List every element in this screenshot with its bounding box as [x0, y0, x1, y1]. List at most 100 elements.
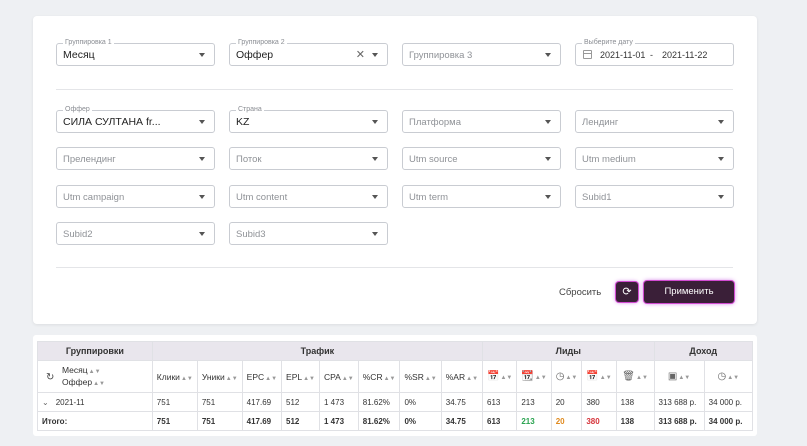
sort-icon: ▲▼ [341, 375, 354, 382]
subid2-select[interactable]: Subid2 [56, 222, 215, 245]
offer-select[interactable]: Оффер СИЛА СУЛТАНА fr... [56, 106, 215, 133]
total-leads-rejected: 380 [581, 411, 617, 431]
country-select[interactable]: Страна KZ [229, 106, 388, 133]
chevron-down-icon [545, 120, 551, 124]
refresh-button[interactable]: ⟳ [616, 282, 638, 302]
date-range-picker[interactable]: Выберите дату 2021-11-01 - 2021-11-22 [575, 39, 734, 66]
subid1-select[interactable]: Subid1 [575, 185, 734, 208]
grouping3-select[interactable]: Группировка 3 [402, 43, 561, 66]
prelanding-placeholder: Прелендинг [63, 154, 116, 165]
row-label-cell[interactable]: ⌄ 2021-11 [37, 392, 153, 412]
clear-icon[interactable]: ✕ [355, 49, 365, 61]
filters-panel: Группировка 1 Месяц Группировка 2 Оффер … [33, 16, 757, 324]
col-income-hold[interactable]: ◷▲▼ [703, 360, 754, 393]
calendar-all-icon: 📅 [487, 371, 500, 382]
col-uniques[interactable]: Уники▲▼ [196, 360, 243, 393]
date-label: Выберите дату [582, 39, 635, 47]
col-cpa[interactable]: CPA▲▼ [319, 360, 359, 393]
report-table-container: Группировки Трафик Лиды Доход ↻ Месяц▲▼ … [33, 335, 757, 436]
calendar-check-icon: 📆 [521, 371, 534, 382]
col-month[interactable]: Месяц [62, 364, 88, 375]
divider [56, 267, 733, 268]
platform-select[interactable]: Платформа [402, 110, 561, 133]
subid3-select[interactable]: Subid3 [229, 222, 388, 245]
reset-button[interactable]: Сбросить [559, 287, 602, 298]
date-from[interactable]: 2021-11-01 [600, 50, 646, 60]
col-sr[interactable]: %SR▲▼ [399, 360, 442, 393]
col-epc[interactable]: EPC▲▼ [241, 360, 283, 393]
col-leads-trash[interactable]: 🗑▲▼ [615, 360, 655, 393]
sort-icon: ▲▼ [180, 375, 193, 382]
sort-icon: ▲▼ [678, 375, 691, 381]
row-income-hold: 34 000 р. [703, 392, 754, 412]
date-to[interactable]: 2021-11-22 [662, 50, 708, 60]
reload-icon[interactable]: ↻ [46, 372, 55, 383]
chevron-down-icon [372, 120, 378, 124]
chevron-down-icon [372, 232, 378, 236]
chevron-down-icon [199, 120, 205, 124]
sort-icon: ▲▼ [500, 375, 513, 381]
total-epc: 417.69 [241, 411, 283, 431]
col-ar[interactable]: %AR▲▼ [440, 360, 484, 393]
sort-icon: ▲▼ [383, 375, 396, 382]
col-epl[interactable]: EPL▲▼ [281, 360, 320, 393]
row-leads-hold: 20 [550, 392, 583, 412]
utm-campaign-select[interactable]: Utm campaign [56, 185, 215, 208]
divider [56, 89, 733, 90]
chevron-down-icon [718, 120, 724, 124]
utm-content-select[interactable]: Utm content [229, 185, 388, 208]
apply-button[interactable]: Применить [644, 281, 734, 303]
calendar-icon [583, 50, 592, 59]
sort-icon: ▲▼ [225, 375, 238, 382]
col-clicks[interactable]: Клики▲▼ [151, 360, 198, 393]
row-leads-all: 613 [482, 392, 518, 412]
table-row[interactable]: ⌄ 2021-11 751 751 417.69 512 1 473 81.62%… [37, 392, 754, 412]
total-label: Итого: [37, 411, 153, 431]
chevron-down-icon [545, 53, 551, 57]
landing-select[interactable]: Лендинг [575, 110, 734, 133]
grouping3-placeholder: Группировка 3 [409, 50, 473, 61]
sort-icon: ▲▼ [565, 375, 578, 381]
col-leads-rejected[interactable]: 📅▲▼ [581, 360, 617, 393]
row-leads-trash: 138 [615, 392, 655, 412]
subid3-placeholder: Subid3 [236, 229, 266, 240]
row-leads-rejected: 380 [581, 392, 617, 412]
sort-icon: ▲▼ [727, 375, 740, 381]
offer-value: СИЛА СУЛТАНА fr... [63, 116, 161, 128]
total-leads-trash: 138 [615, 411, 655, 431]
total-leads-all: 613 [482, 411, 518, 431]
col-leads-hold[interactable]: ◷▲▼ [550, 360, 583, 393]
date-separator: - [650, 50, 653, 60]
total-cpa: 1 473 [319, 411, 359, 431]
sort-icon: ▲▼ [636, 375, 648, 381]
stream-placeholder: Поток [236, 154, 262, 165]
utm-source-select[interactable]: Utm source [402, 147, 561, 170]
col-income-approved[interactable]: ▣▲▼ [653, 360, 705, 393]
chevron-down-icon [199, 195, 205, 199]
utm-term-select[interactable]: Utm term [402, 185, 561, 208]
group-header-traffic: Трафик [151, 341, 484, 361]
stream-select[interactable]: Поток [229, 147, 388, 170]
sort-icon: ▲▼ [599, 375, 612, 381]
row-cpa: 1 473 [319, 392, 359, 412]
col-leads-all[interactable]: 📅▲▼ [482, 360, 518, 393]
col-offer[interactable]: Оффер [62, 376, 93, 387]
sort-icon[interactable]: ▲▼ [93, 380, 105, 387]
sort-icon: ▲▼ [303, 375, 315, 382]
group-header-leads: Лиды [482, 341, 655, 361]
chevron-down-icon [372, 53, 378, 57]
grouping1-label: Группировка 1 [63, 39, 114, 47]
sort-icon[interactable]: ▲▼ [88, 368, 101, 375]
col-leads-approved[interactable]: 📆▲▼ [516, 360, 552, 393]
utm-medium-select[interactable]: Utm medium [575, 147, 734, 170]
group-header-grouping: Группировки [37, 341, 153, 361]
landing-placeholder: Лендинг [582, 117, 619, 128]
grouping1-select[interactable]: Группировка 1 Месяц [56, 39, 215, 66]
prelanding-select[interactable]: Прелендинг [56, 147, 215, 170]
total-leads-hold: 20 [550, 411, 583, 431]
report-table: Группировки Трафик Лиды Доход ↻ Месяц▲▼ … [37, 341, 754, 431]
total-epl: 512 [281, 411, 320, 431]
grouping2-select[interactable]: Группировка 2 Оффер ✕ [229, 39, 388, 66]
wallet-icon: ▣ [667, 371, 678, 382]
col-cr[interactable]: %CR▲▼ [357, 360, 401, 393]
